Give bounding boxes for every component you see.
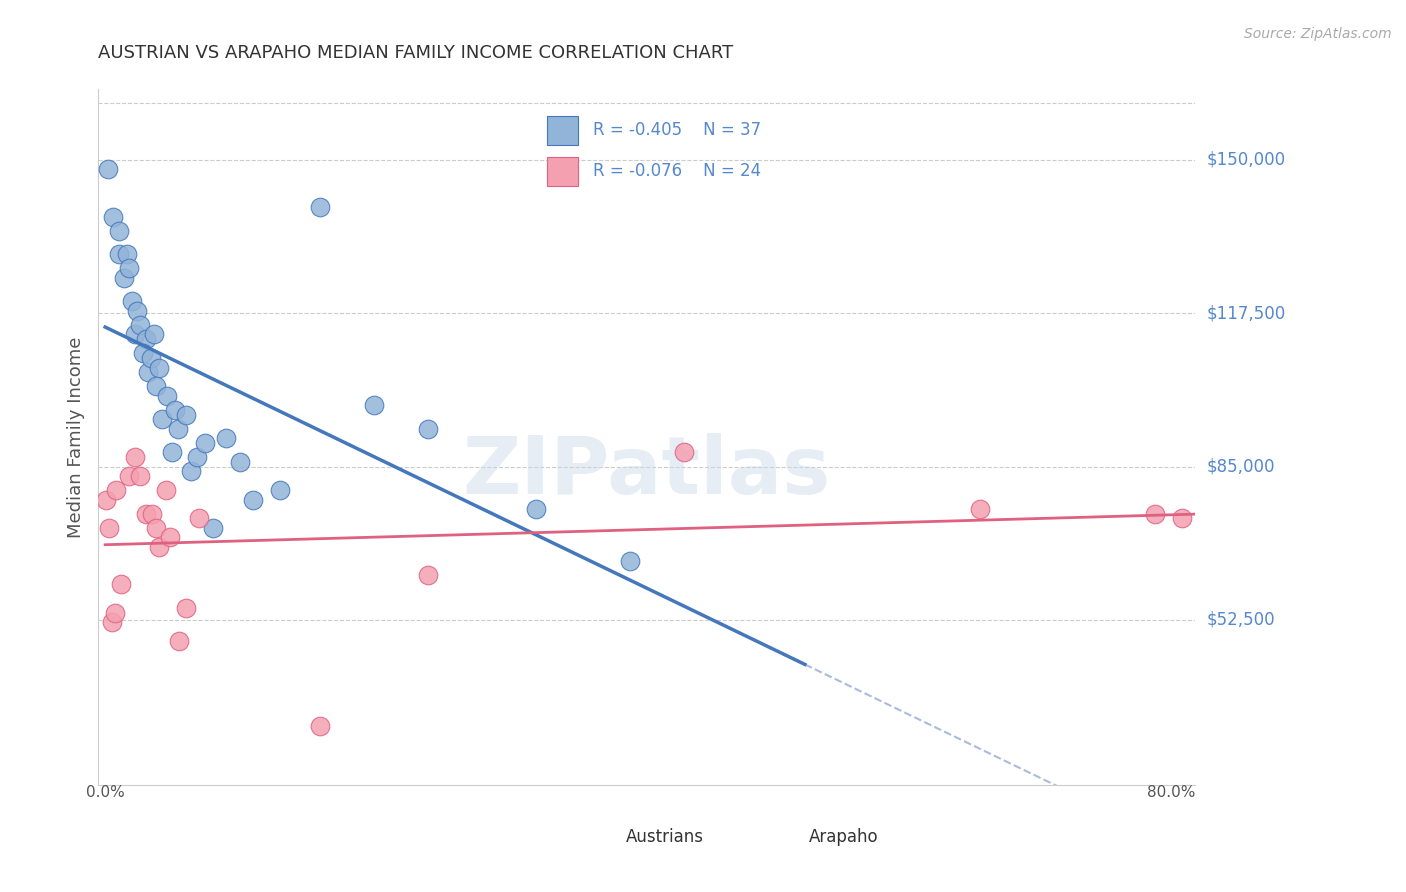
Point bbox=[174, 601, 197, 615]
Text: R = -0.405    N = 37: R = -0.405 N = 37 bbox=[593, 121, 761, 139]
Point bbox=[156, 389, 179, 403]
Point bbox=[309, 200, 332, 214]
Point bbox=[150, 412, 173, 426]
Point bbox=[162, 445, 184, 459]
Point bbox=[134, 332, 156, 346]
Point bbox=[142, 327, 165, 342]
Text: 0.0%: 0.0% bbox=[86, 785, 125, 800]
Text: $52,500: $52,500 bbox=[1206, 611, 1275, 629]
Text: Arapaho: Arapaho bbox=[808, 828, 879, 846]
Point bbox=[129, 318, 152, 332]
Point bbox=[97, 162, 120, 177]
Point bbox=[1143, 507, 1166, 521]
Point bbox=[107, 224, 129, 238]
Point bbox=[127, 304, 149, 318]
Point bbox=[228, 455, 250, 469]
Text: Austrians: Austrians bbox=[626, 828, 703, 846]
Text: Source: ZipAtlas.com: Source: ZipAtlas.com bbox=[1244, 27, 1392, 41]
Point bbox=[167, 634, 190, 648]
Point bbox=[416, 568, 439, 582]
Point bbox=[134, 507, 156, 521]
Point bbox=[159, 530, 181, 544]
Point bbox=[101, 615, 124, 630]
Point bbox=[107, 247, 129, 261]
Point bbox=[309, 719, 332, 733]
Point bbox=[98, 521, 121, 535]
Point bbox=[141, 507, 163, 521]
Point bbox=[416, 422, 439, 436]
Point bbox=[96, 492, 118, 507]
Text: 80.0%: 80.0% bbox=[1147, 785, 1195, 800]
Point bbox=[136, 365, 159, 379]
Point bbox=[180, 464, 202, 478]
Point bbox=[242, 492, 264, 507]
Bar bbox=[547, 157, 578, 186]
Point bbox=[269, 483, 291, 497]
Point bbox=[186, 450, 208, 464]
Point bbox=[118, 469, 141, 483]
Point bbox=[124, 327, 146, 342]
Point bbox=[148, 360, 170, 375]
Bar bbox=[547, 116, 578, 145]
Point bbox=[672, 445, 695, 459]
Point bbox=[619, 554, 641, 568]
Point bbox=[110, 577, 132, 591]
Point bbox=[148, 540, 170, 554]
Point bbox=[121, 294, 143, 309]
Point bbox=[139, 351, 162, 365]
Point bbox=[174, 408, 197, 422]
Point bbox=[124, 450, 146, 464]
Point bbox=[103, 606, 125, 620]
Text: $117,500: $117,500 bbox=[1206, 304, 1285, 322]
Point bbox=[118, 261, 141, 276]
Point bbox=[166, 422, 188, 436]
Point bbox=[112, 271, 135, 285]
Point bbox=[129, 469, 152, 483]
Point bbox=[104, 483, 127, 497]
Point bbox=[165, 403, 187, 417]
Point bbox=[969, 502, 991, 516]
Text: R = -0.076    N = 24: R = -0.076 N = 24 bbox=[593, 162, 761, 180]
Point bbox=[103, 210, 125, 224]
Point bbox=[194, 436, 217, 450]
Point bbox=[145, 379, 167, 393]
Text: AUSTRIAN VS ARAPAHO MEDIAN FAMILY INCOME CORRELATION CHART: AUSTRIAN VS ARAPAHO MEDIAN FAMILY INCOME… bbox=[98, 45, 734, 62]
Point bbox=[115, 247, 138, 261]
Point bbox=[201, 521, 224, 535]
Point bbox=[363, 398, 385, 412]
Point bbox=[132, 346, 155, 360]
Text: $150,000: $150,000 bbox=[1206, 151, 1285, 169]
Point bbox=[524, 502, 547, 516]
Text: ZIPatlas: ZIPatlas bbox=[463, 433, 831, 511]
Text: $85,000: $85,000 bbox=[1206, 458, 1275, 475]
Point bbox=[1170, 511, 1192, 525]
Point bbox=[188, 511, 211, 525]
Point bbox=[155, 483, 177, 497]
Y-axis label: Median Family Income: Median Family Income bbox=[66, 336, 84, 538]
Point bbox=[215, 431, 238, 445]
Point bbox=[145, 521, 167, 535]
